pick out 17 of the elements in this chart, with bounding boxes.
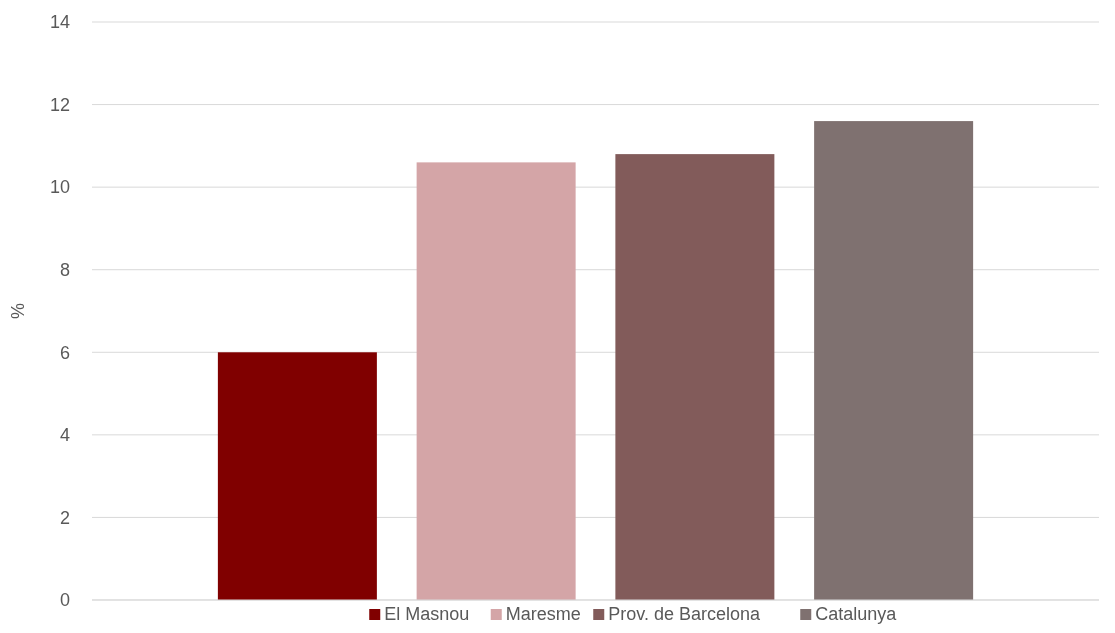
legend-label: El Masnou <box>384 604 470 624</box>
legend-label: Maresme <box>505 604 581 624</box>
legend-label: Catalunya <box>815 604 898 624</box>
bar <box>814 121 974 600</box>
y-tick-label: 14 <box>49 12 70 33</box>
y-tick-label: 4 <box>59 425 70 446</box>
y-tick-label: 8 <box>59 260 70 281</box>
bar <box>217 352 377 600</box>
y-tick-label: 12 <box>49 94 70 115</box>
legend-label: Prov. de Barcelona <box>608 604 761 624</box>
y-tick-label: 6 <box>59 342 70 363</box>
y-tick-label: 10 <box>49 177 70 198</box>
bar <box>416 162 576 600</box>
bar <box>615 154 775 600</box>
y-axis-title: % <box>8 302 28 320</box>
y-tick-label: 2 <box>59 507 70 528</box>
y-tick-label: 0 <box>59 590 70 611</box>
